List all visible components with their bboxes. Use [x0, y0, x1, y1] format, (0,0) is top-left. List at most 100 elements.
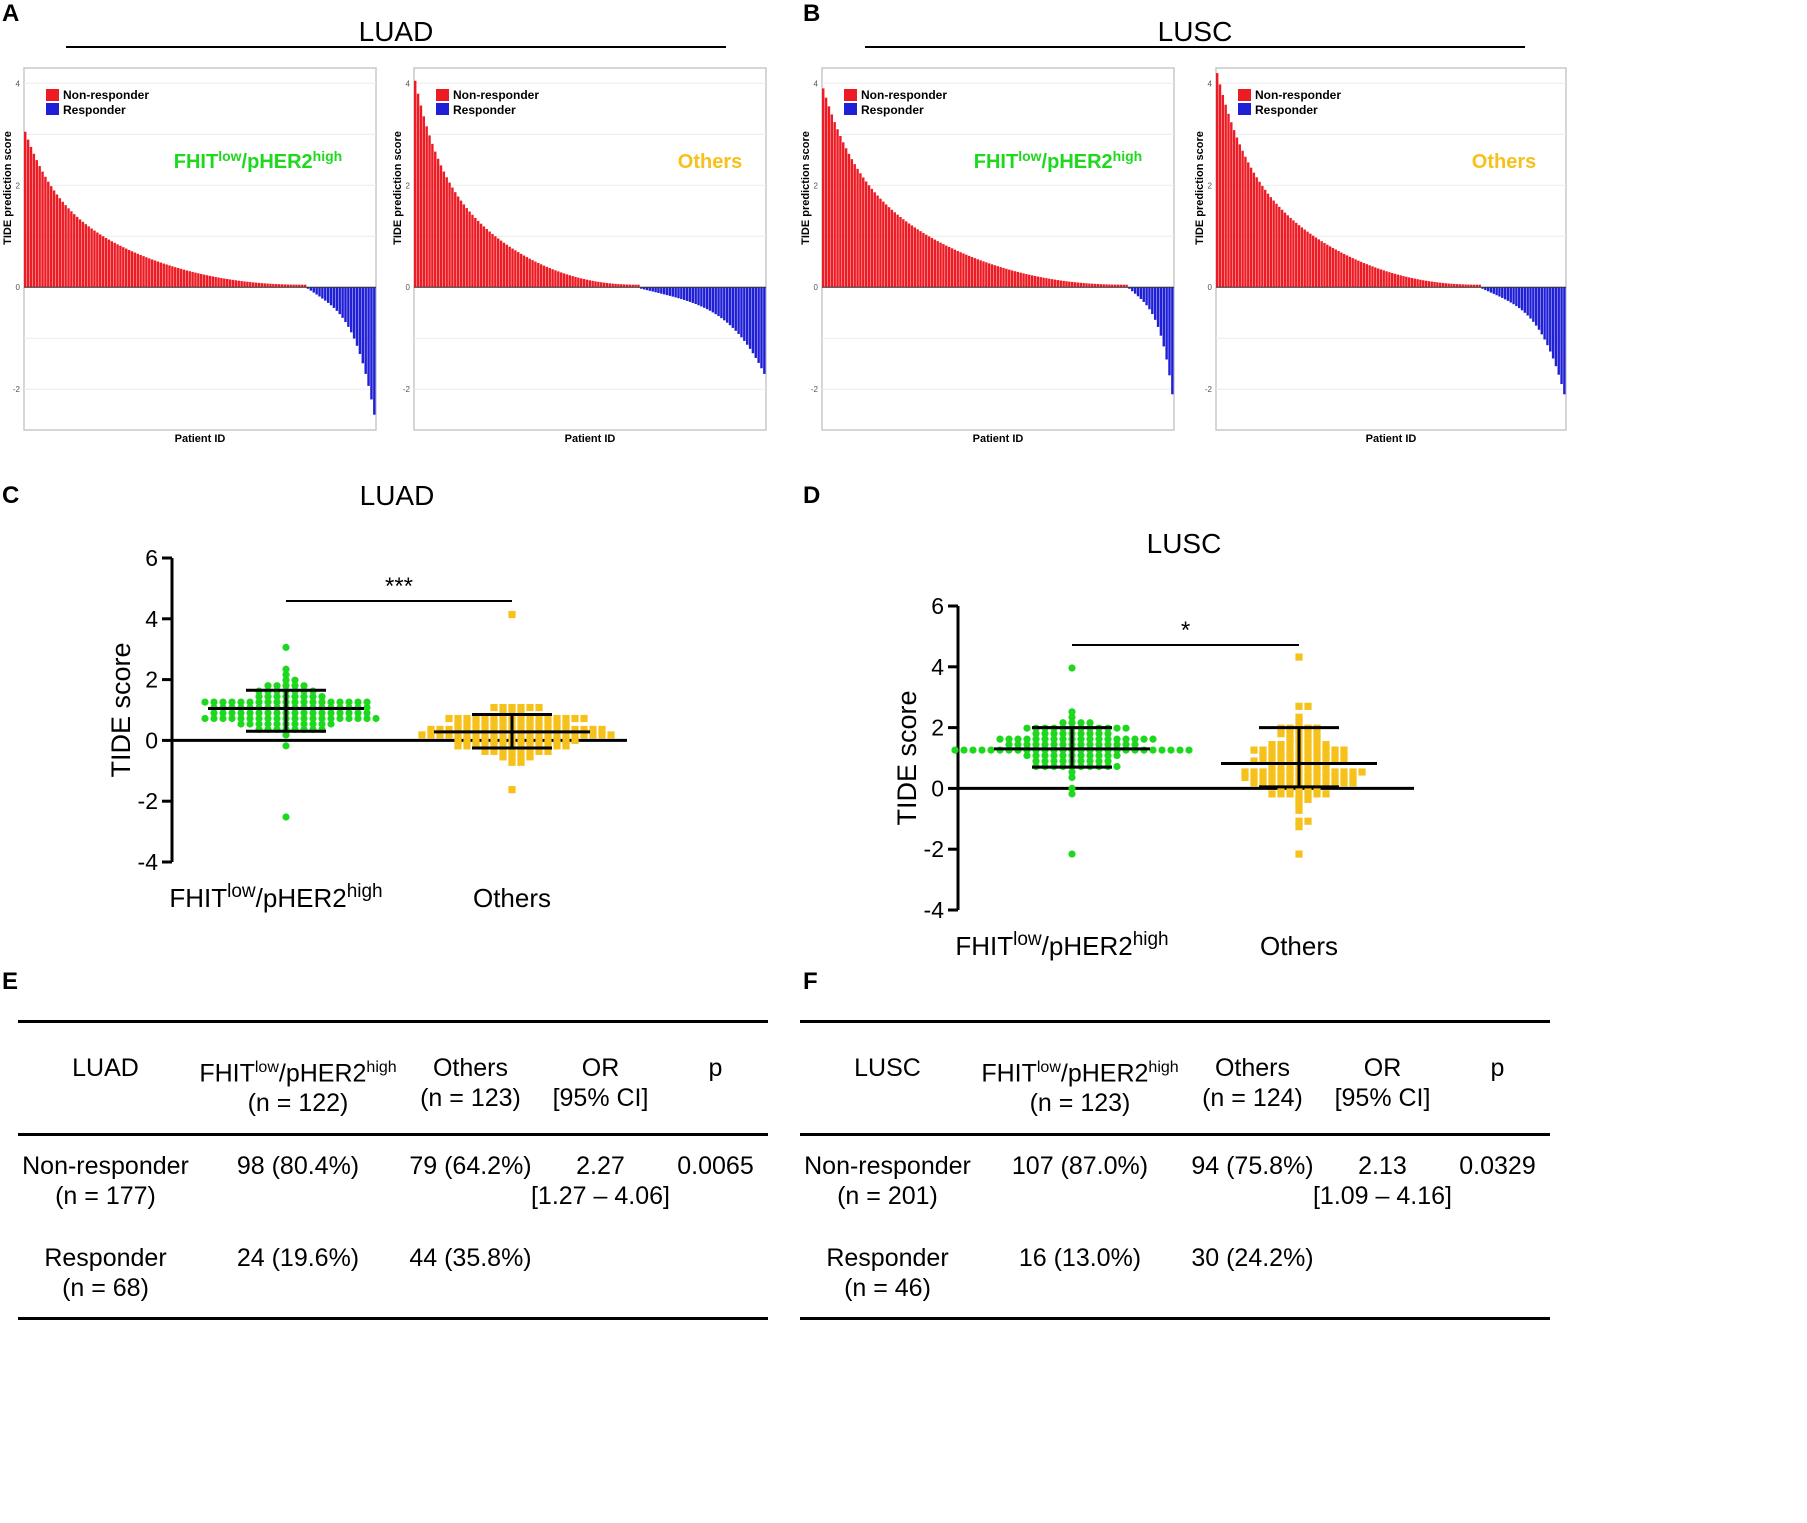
nonresponder-bar [976, 259, 979, 288]
data-point [535, 720, 543, 728]
data-point [1032, 741, 1040, 749]
nonresponder-bar [899, 217, 902, 288]
nonresponder-bar [237, 280, 240, 288]
data-point [1059, 757, 1067, 765]
responder-bar [697, 287, 700, 306]
nonresponder-bar [122, 247, 125, 288]
y-tick-label: -4 [138, 849, 159, 875]
nonresponder-bar [608, 283, 612, 288]
nonresponder-bar [1096, 284, 1100, 288]
data-point [219, 709, 227, 717]
data-point [472, 742, 480, 750]
data-point [1014, 735, 1022, 743]
panel-b-title: LUSC [1157, 16, 1233, 47]
nonresponder-bar [159, 262, 163, 288]
data-point [960, 746, 968, 754]
nonresponder-bar [913, 227, 917, 288]
data-point [1286, 790, 1294, 798]
nonresponder-bar [822, 88, 825, 288]
data-point [300, 682, 308, 690]
nonresponder-bar [910, 225, 914, 288]
nonresponder-bar [634, 284, 637, 288]
nonresponder-bar [870, 188, 874, 288]
nonresponder-bar [847, 153, 851, 288]
data-point [1050, 730, 1058, 738]
nonresponder-bar [1295, 222, 1298, 288]
category-label-fhit: FHITlow/pHER2high [955, 929, 1168, 961]
data-point [300, 714, 308, 723]
data-point [436, 725, 444, 734]
nonresponder-bar [973, 258, 977, 288]
nonresponder-bar [431, 143, 434, 288]
nonresponder-bar [96, 232, 99, 288]
data-point [1050, 751, 1058, 760]
legend-swatch-responder [1238, 103, 1251, 115]
data-point [210, 698, 218, 706]
nonresponder-bar [1056, 280, 1060, 288]
data-point [1113, 762, 1121, 771]
data-point [1259, 768, 1267, 776]
nonresponder-bar [1478, 284, 1481, 288]
data-point [499, 753, 507, 761]
group-label-part: low [1018, 148, 1041, 164]
nonresponder-bar [150, 259, 154, 288]
table-e-row1-p: 0.0065 [677, 1152, 754, 1180]
data-point [1041, 741, 1049, 749]
data-point [454, 725, 462, 734]
data-point [472, 714, 480, 723]
data-point [472, 736, 480, 744]
nonresponder-bar [174, 267, 177, 288]
y-tick-label: 4 [406, 79, 411, 88]
data-point [237, 714, 245, 723]
y-tick-label: -2 [1205, 385, 1213, 394]
data-point [1313, 768, 1321, 776]
data-point [562, 720, 570, 728]
data-point [1277, 741, 1285, 749]
nonresponder-bar [416, 93, 420, 288]
nonresponder-bar [577, 277, 580, 288]
nonresponder-bar [148, 258, 151, 288]
data-point [1295, 702, 1303, 710]
data-point [1313, 773, 1321, 782]
nonresponder-bar [1010, 270, 1014, 288]
data-point [1041, 757, 1049, 765]
nonresponder-bar [200, 273, 203, 288]
nonresponder-bar [625, 284, 629, 288]
nonresponder-bar [454, 192, 457, 288]
data-point [1122, 735, 1130, 743]
data-point [1041, 751, 1049, 760]
responder-bar [1168, 287, 1171, 376]
data-point [1077, 719, 1085, 727]
legend-swatch-responder [436, 103, 449, 115]
y-tick-label: 2 [1208, 181, 1213, 190]
data-point [1277, 784, 1285, 792]
data-point [1313, 790, 1321, 798]
nonresponder-bar [876, 195, 879, 288]
responder-bar [309, 287, 313, 291]
data-point [499, 747, 507, 755]
nonresponder-bar [185, 270, 189, 288]
data-point [535, 731, 543, 739]
data-point [499, 709, 507, 717]
data-point [1304, 730, 1312, 738]
nonresponder-bar [1116, 284, 1120, 288]
responder-bar [1148, 287, 1151, 310]
nonresponder-bar [517, 252, 520, 288]
responder-bar [654, 287, 657, 293]
data-point [517, 758, 525, 766]
data-point [1322, 762, 1330, 771]
responder-bar [1546, 287, 1549, 346]
responder-bar [717, 287, 720, 317]
data-point [427, 731, 435, 739]
responder-bar [332, 287, 336, 308]
data-point [526, 725, 534, 734]
data-point [1331, 751, 1339, 760]
table-f-col-fhit-label: FHITlow/pHER2high [981, 1059, 1179, 1088]
nonresponder-bar [853, 164, 856, 288]
table-e-col-others: Others (n = 123) [420, 1054, 521, 1112]
data-point [481, 731, 489, 739]
panel-letter-b: B [803, 0, 821, 27]
data-point [1286, 751, 1294, 760]
responder-bar [660, 287, 663, 294]
data-point [1313, 762, 1321, 771]
